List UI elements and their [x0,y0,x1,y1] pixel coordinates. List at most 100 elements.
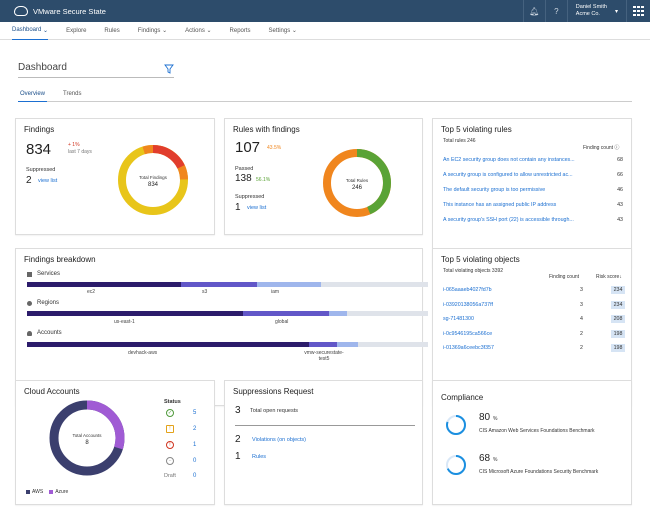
app-switcher-icon[interactable] [626,0,650,22]
top-rule-name[interactable]: The default security group is too permis… [443,187,546,193]
rules-passed-pct: 56.1% [256,177,271,183]
services-seg-s3[interactable] [181,282,257,287]
findings-period: last 7 days [68,149,92,155]
top-object-name[interactable]: i-0c9546195ca566ce [443,330,493,337]
user-org: Acme Co. [575,11,600,17]
findings-suppressed-count: 2 [26,175,32,186]
rules-view-list-link[interactable]: view list [247,205,267,211]
top-rule-name[interactable]: This instance has an assigned public IP … [443,202,557,208]
top-object-name[interactable]: i-01369a6ceebc3f357 [443,345,494,351]
accounts-vmw-label: vmw-securestate-test5 [304,350,344,362]
globe-icon [27,300,32,306]
regions-seg-us-east-1[interactable] [27,311,243,316]
accounts-seg-devhack-aws[interactable] [27,342,309,347]
app-title: VMware Secure State [33,6,106,16]
findings-view-list-link[interactable]: view list [38,178,58,184]
breakdown-accounts-label: Accounts [27,330,62,336]
top-objects-col1: Finding count [549,274,580,280]
top-objects-subtitle: Total violating objects 3392 [443,268,504,274]
bell-icon[interactable]: 🔔︎ [522,0,545,22]
draft-value[interactable]: 0 [193,473,197,479]
draft-label: Draft [164,473,176,479]
nav-explore[interactable]: Explore [66,27,87,34]
cloud-accounts-card: Cloud Accounts Total Accounts 8 Status ✓… [15,380,215,505]
top-object-count: 2 [580,345,583,351]
compliance-aws-label[interactable]: CIS Amazon Web Services Foundations Benc… [479,428,595,434]
services-iam-label: iam [271,289,280,295]
regions-seg-other-1[interactable] [329,311,347,316]
tab-trends[interactable]: Trends [63,91,82,97]
regions-bar[interactable] [27,311,428,316]
top-rule-name[interactable]: A security group is configured to allow … [443,172,573,178]
status-ok-value[interactable]: 5 [193,410,197,416]
top-objects-title: Top 5 violating objects [441,255,520,264]
suppressions-open-count: 3 [235,405,241,416]
risk-score-badge: 208 [611,315,625,323]
regions-global-label: global [275,319,289,325]
top-object-name[interactable]: i-065aaaeb4027fd7b [443,287,492,293]
nav-findings[interactable]: Findings ⌄ [137,27,168,35]
regions-seg-global[interactable] [243,311,329,316]
status-row-warning[interactable]: ! 2 [166,424,196,434]
accounts-bar[interactable] [27,342,428,347]
regions-seg-other-2[interactable] [347,311,428,316]
chevron-down-icon: ▾ [614,8,618,15]
help-icon[interactable]: ? [544,0,567,22]
dashboard-selector[interactable]: Dashboard [18,62,174,78]
services-ec2-label: ec2 [87,289,96,295]
services-bar[interactable] [27,282,428,287]
accounts-legend: AWS Azure [26,489,68,495]
pending-circle-icon: ·· [166,457,174,465]
accounts-seg-other-1[interactable] [337,342,358,347]
rules-pct: 43.5% [267,145,282,151]
top-object-name[interactable]: i-03920138056a737ff [443,301,493,308]
rules-donut: Total Rules 246 [323,149,391,217]
top-object-name[interactable]: sg-71481300 [443,316,474,322]
nav-settings[interactable]: Settings ⌄ [268,27,297,35]
findings-donut-label: Total Findings [139,175,168,180]
accounts-seg-other-2[interactable] [358,342,428,347]
breakdown-services-label: Services [27,271,60,277]
services-seg-iam[interactable] [257,282,321,287]
status-row-ok[interactable]: ✓ 5 [166,408,196,418]
findings-donut-value: 834 [148,182,159,188]
suppressions-violations-link[interactable]: Violations (on objects) [252,437,307,443]
status-error-value[interactable]: 1 [193,442,197,448]
nav-reports[interactable]: Reports [229,27,251,34]
accounts-seg-vmw[interactable] [309,342,337,347]
status-row-pending[interactable]: ·· 0 [166,456,196,466]
compliance-card: Compliance 80 % CIS Amazon Web Services … [432,380,632,505]
filter-icon[interactable] [164,64,174,74]
folder-icon [27,271,32,277]
nav-actions[interactable]: Actions ⌄ [185,27,212,35]
user-name: Daniel Smith [575,4,607,10]
user-menu[interactable]: Daniel Smith Acme Co. ▾ [566,0,626,22]
status-row-error[interactable]: ! 1 [166,440,196,450]
check-circle-icon: ✓ [166,409,174,417]
status-pending-value[interactable]: 0 [193,458,197,464]
top-rules-subtitle: Total rules 246 [443,138,476,144]
services-seg-ec2[interactable] [27,282,181,287]
top-bar: VMware Secure State 🔔︎ ? Daniel Smith Ac… [0,0,650,22]
tab-overview[interactable]: Overview [18,90,48,102]
top-rule-name[interactable]: An EC2 security group does not contain a… [443,157,575,163]
top-object-count: 3 [580,287,583,293]
cloud-logo-icon [14,6,28,16]
services-seg-other[interactable] [321,282,428,287]
top-rule-name[interactable]: A security group's SSH port (22) is acce… [443,217,574,223]
breakdown-title: Findings breakdown [24,255,96,264]
nav-dashboard[interactable]: Dashboard ⌄ [12,22,49,40]
status-title: Status [164,399,181,405]
status-warning-value[interactable]: 2 [193,426,197,432]
suppressions-title: Suppressions Request [233,387,314,396]
suppressions-rules-link[interactable]: Rules [252,454,267,460]
services-s3-label: s3 [202,289,208,295]
findings-card: Findings 834 + 1% last 7 days Suppressed… [15,118,215,235]
risk-score-badge: 198 [611,344,625,352]
findings-title: Findings [24,125,55,134]
compliance-azure-label[interactable]: CIS Microsoft Azure Foundations Security… [479,469,599,475]
top-rule-count: 68 [617,157,623,163]
nav-rules[interactable]: Rules [104,27,120,34]
top-object-count: 2 [580,330,583,337]
compliance-title: Compliance [441,393,484,402]
